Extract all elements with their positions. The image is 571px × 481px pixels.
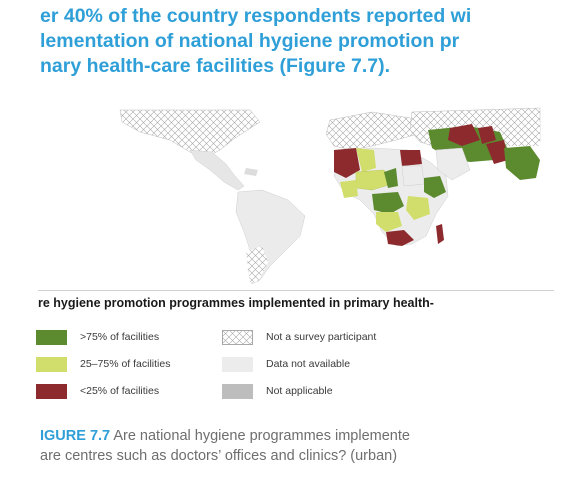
legend-item-over-75: >75% of facilities: [36, 328, 159, 346]
legend-swatch-under-25: [36, 383, 67, 399]
map-region-south-asia: [504, 146, 540, 180]
legend-label-under-25: <25% of facilities: [80, 385, 160, 397]
map-region-ethiopia: [424, 176, 446, 198]
legend-item-under-25: <25% of facilities: [36, 382, 159, 400]
world-map: [119, 107, 541, 285]
map-region-south-america-hatch: [246, 246, 268, 282]
headline-line-1: er 40% of the country respondents report…: [40, 5, 472, 27]
map-region-iran: [448, 124, 480, 146]
legend-swatch-25-75: [36, 356, 67, 372]
map-region-europe: [325, 111, 419, 151]
legend-item-not-applicable: Not applicable: [222, 382, 333, 400]
legend-swatch-not-applicable: [222, 383, 253, 399]
map-region-north-america: [119, 109, 261, 159]
legend-item-not-participant: Not a survey participant: [222, 328, 376, 346]
map-region-pakistan: [486, 140, 508, 164]
map-region-mexico: [189, 149, 245, 191]
map-region-egypt: [400, 150, 422, 166]
caption-line-1: Are national hygiene programmes implemen…: [110, 428, 410, 444]
caption-line-2: are centres such as doctors’ offices and…: [40, 448, 398, 464]
legend-item-25-75: 25–75% of facilities: [36, 355, 170, 373]
headline-text: er 40% of the country respondents report…: [40, 4, 571, 79]
legend-swatch-not-participant: [222, 329, 253, 345]
map-region-congo: [376, 212, 402, 232]
map-region-central-africa: [372, 192, 404, 214]
legend-label-not-participant: Not a survey participant: [266, 331, 377, 343]
legend-label-over-75: >75% of facilities: [80, 331, 160, 343]
legend-label-25-75: 25–75% of facilities: [80, 358, 171, 370]
legend-title: re hygiene promotion programmes implemen…: [38, 290, 571, 310]
map-region-north-africa-red: [334, 148, 360, 178]
legend-swatch-data-not-available: [222, 356, 253, 372]
legend-label-not-applicable: Not applicable: [266, 385, 333, 397]
map-region-asia-hatch: [500, 122, 540, 146]
map-region-sudan: [401, 165, 425, 187]
map-region-southern-africa: [386, 230, 414, 246]
figure-number: IGURE 7.7: [40, 428, 111, 444]
map-region-madagascar: [436, 224, 444, 244]
headline-line-3: nary health-care facilities (Figure 7.7)…: [40, 55, 391, 77]
map-region-algeria: [356, 148, 376, 172]
map-region-south-america: [235, 189, 306, 285]
map-region-sahel-dark: [384, 168, 398, 188]
legend-swatch-over-75: [36, 329, 67, 345]
map-region-east-africa: [406, 196, 430, 220]
map-region-caribbean: [244, 168, 258, 176]
map-region-afghan: [478, 126, 496, 144]
map-region-arabia: [435, 147, 471, 181]
figure-caption: IGURE 7.7 Are national hygiene programme…: [40, 426, 571, 466]
headline-line-2: lementation of national hygiene promotio…: [40, 30, 460, 52]
map-region-west-africa: [340, 180, 358, 198]
legend-item-data-not-available: Data not available: [222, 355, 350, 373]
legend-label-data-not-available: Data not available: [266, 358, 351, 370]
